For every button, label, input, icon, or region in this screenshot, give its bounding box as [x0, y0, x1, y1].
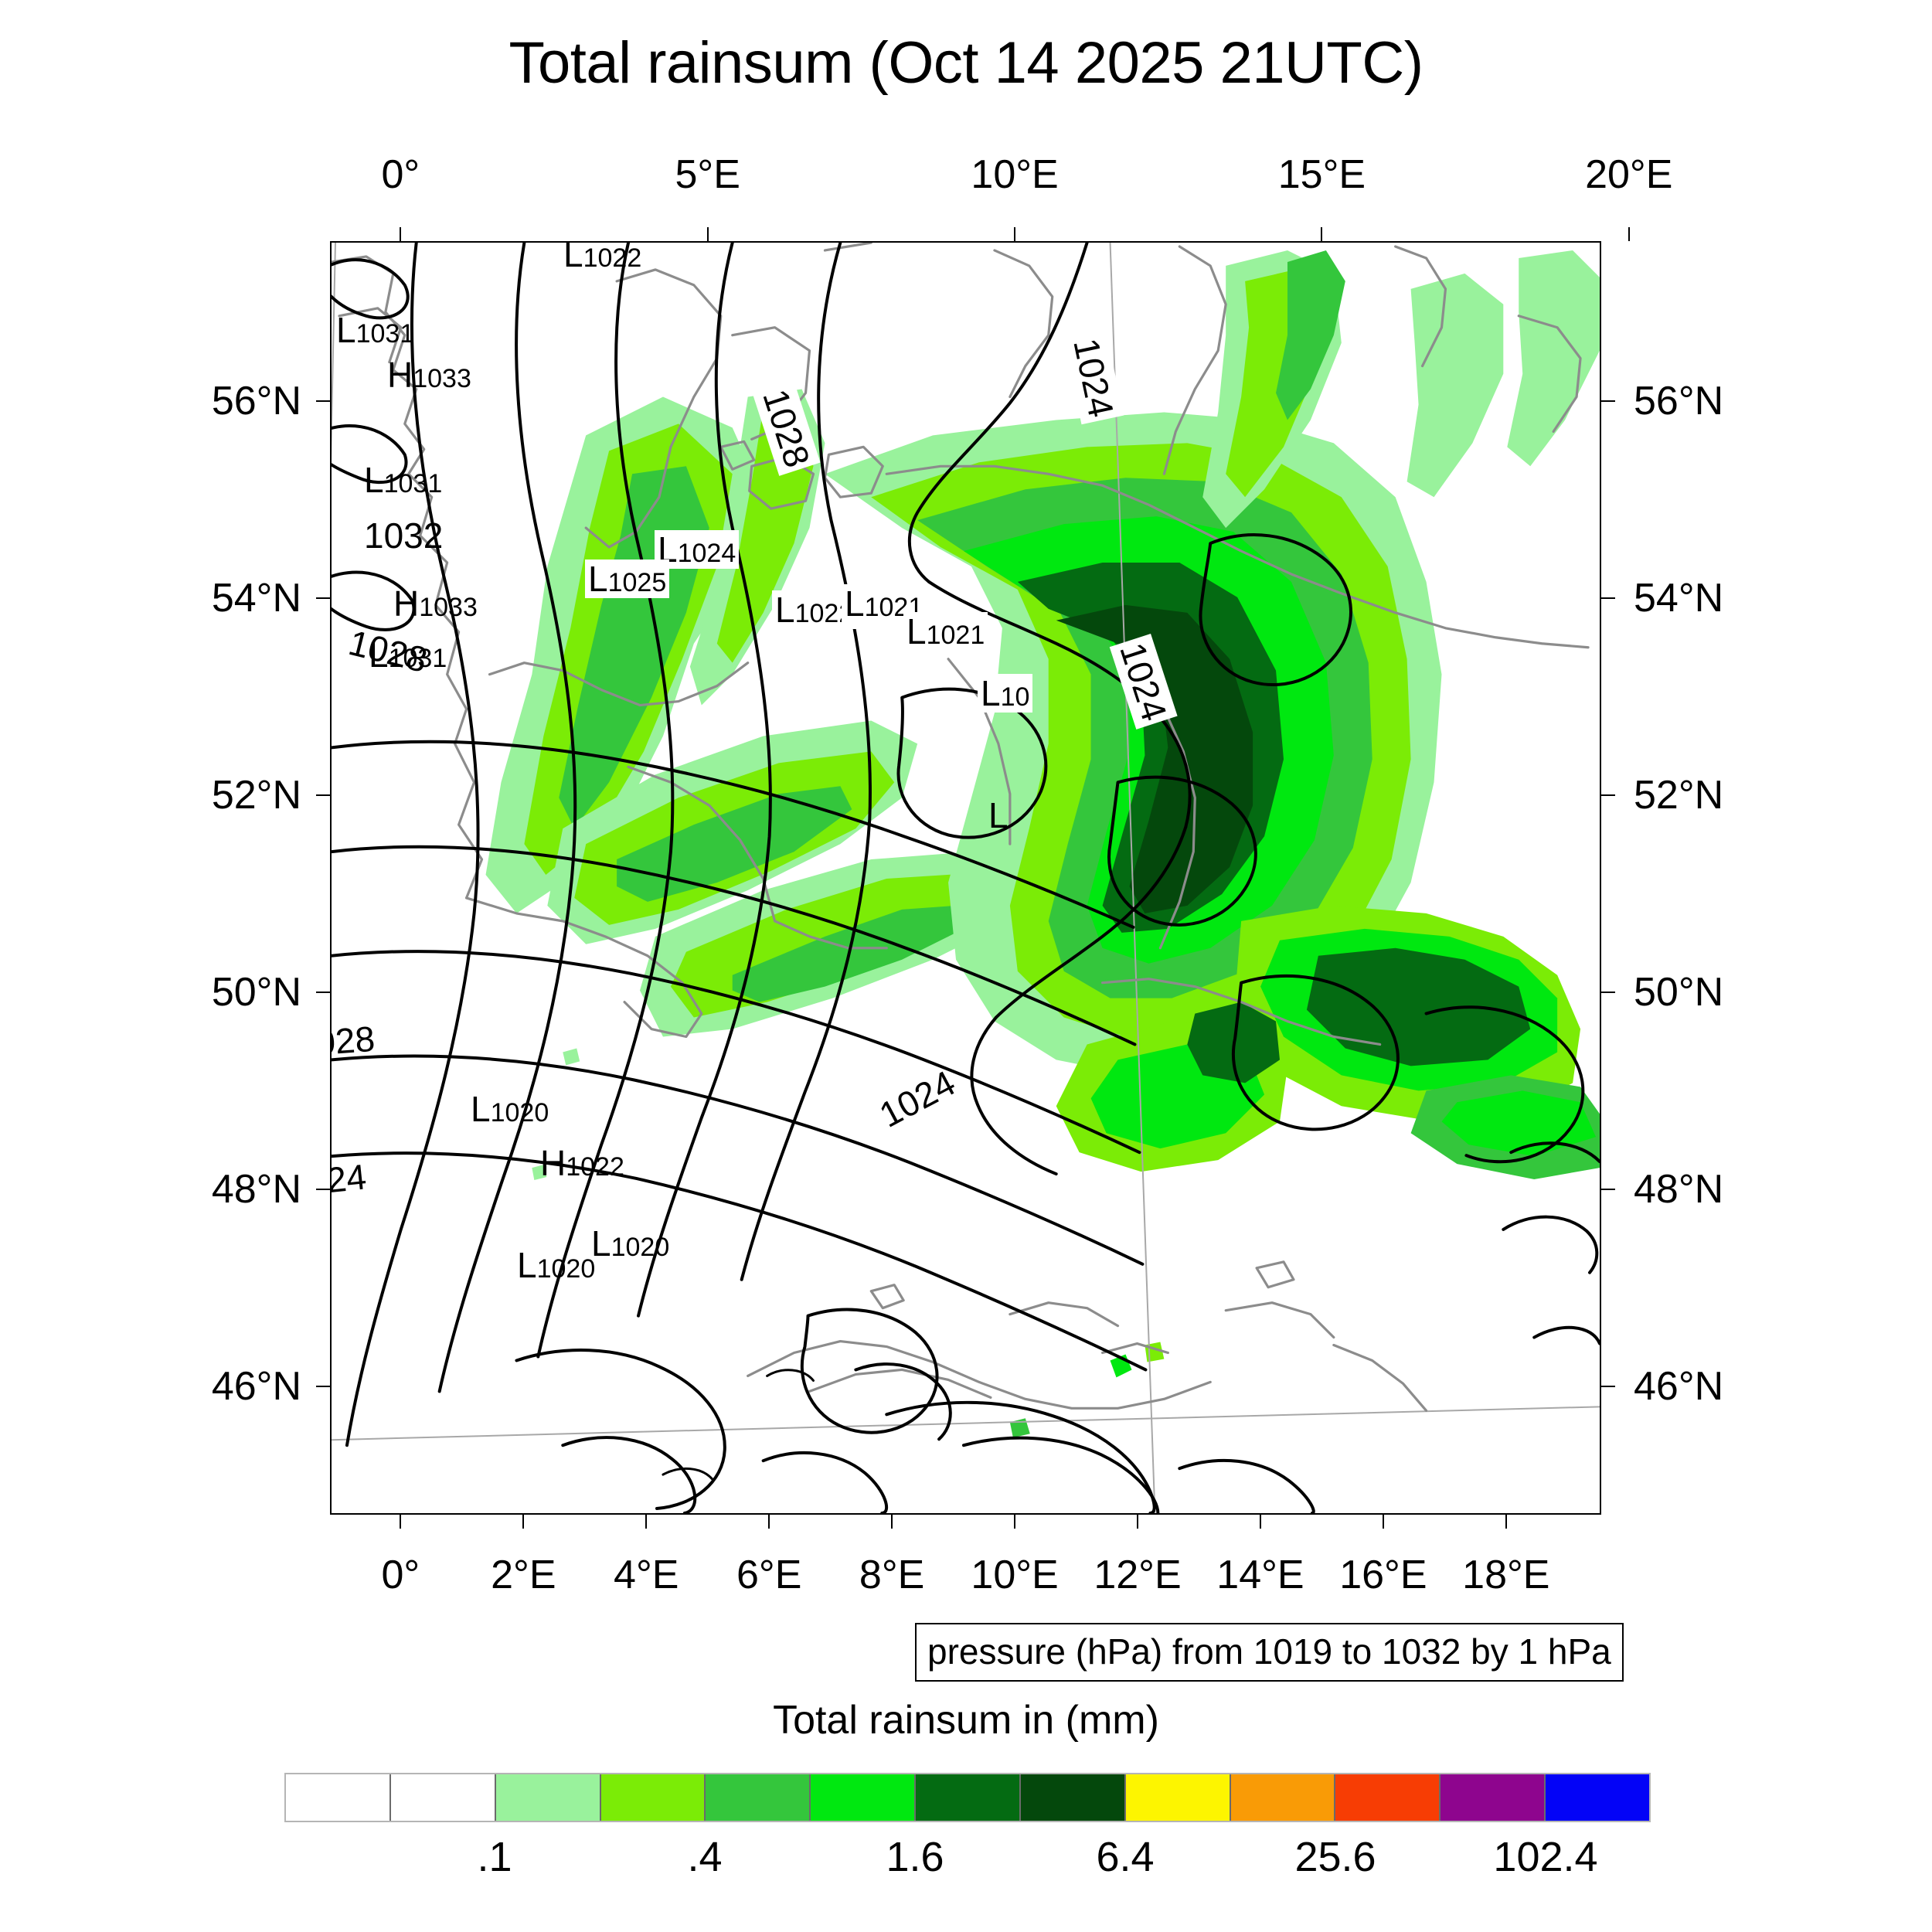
pressure-low-marker: L1031	[369, 634, 447, 675]
lat-tick-label-left: 52°N	[211, 772, 301, 818]
pressure-low-marker-clipped: L10	[978, 674, 1033, 713]
lon-tick-bottom	[768, 1515, 770, 1529]
lat-tick-left	[316, 597, 330, 599]
colorbar-cell[interactable]	[599, 1774, 705, 1821]
colorbar-tick-label: 6.4	[1096, 1834, 1155, 1880]
lat-tick-label-right: 46°N	[1634, 1364, 1724, 1410]
pressure-low-marker: L1031	[364, 460, 443, 500]
colorbar-cell[interactable]	[1019, 1774, 1124, 1821]
lat-tick-label-left: 48°N	[211, 1167, 301, 1213]
colorbar-cell[interactable]	[1124, 1774, 1230, 1821]
lon-tick-label-top: 15°E	[1277, 152, 1366, 197]
lat-tick-left	[316, 1386, 330, 1388]
lat-tick-label-right: 50°N	[1634, 969, 1724, 1015]
lat-tick-right	[1601, 400, 1615, 402]
lon-tick-label-bottom: 10°E	[971, 1553, 1059, 1597]
colorbar-cell[interactable]	[809, 1774, 915, 1821]
lat-tick-left	[316, 400, 330, 402]
lon-tick-top	[706, 227, 709, 241]
isobar-label-1032: 1032	[364, 515, 444, 556]
lon-tick-bottom	[645, 1515, 648, 1529]
lon-tick-bottom	[1382, 1515, 1384, 1529]
pressure-legend-box: pressure (hPa) from 1019 to 1032 by 1 hP…	[915, 1623, 1624, 1682]
colorbar-cell[interactable]	[914, 1774, 1019, 1821]
lon-tick-label-bottom: 4°E	[614, 1553, 679, 1597]
pressure-low-marker: L1025	[585, 560, 670, 598]
colorbar-cell[interactable]	[1229, 1774, 1335, 1821]
colorbar[interactable]	[284, 1773, 1651, 1822]
lon-tick-top	[1321, 227, 1323, 241]
pressure-low-marker: L1031	[336, 310, 415, 350]
pressure-low-marker: L1020	[517, 1245, 596, 1285]
lon-tick-label-bottom: 18°E	[1462, 1553, 1550, 1597]
pressure-low-marker-clipped: L	[988, 795, 1009, 835]
isobar-label-1028-left: 1028	[330, 1018, 376, 1064]
map-svg	[332, 243, 1600, 1513]
lon-tick-label-bottom: 14°E	[1216, 1553, 1304, 1597]
pressure-low-marker: L1021	[903, 612, 988, 651]
lon-tick-label-bottom: 6°E	[736, 1553, 802, 1597]
lon-tick-label-top: 0°	[381, 152, 420, 197]
lon-tick-label-top: 20°E	[1585, 152, 1673, 197]
lat-tick-label-left: 56°N	[211, 378, 301, 423]
colorbar-cell[interactable]	[389, 1774, 495, 1821]
lat-tick-label-left: 50°N	[211, 969, 301, 1015]
colorbar-tick-label: .1	[477, 1834, 512, 1880]
lat-tick-label-right: 54°N	[1634, 575, 1724, 621]
pressure-low-marker: L1020	[471, 1089, 549, 1129]
colorbar-cell[interactable]	[1334, 1774, 1440, 1821]
lat-tick-label-left: 46°N	[211, 1364, 301, 1410]
lat-tick-label-right: 56°N	[1634, 378, 1724, 423]
lat-tick-label-right: 52°N	[1634, 772, 1724, 818]
pressure-low-marker: L1020	[591, 1223, 670, 1264]
graticule	[332, 243, 1600, 1513]
lon-tick-top	[1014, 227, 1016, 241]
lon-tick-label-bottom: 8°E	[859, 1553, 925, 1597]
map-canvas[interactable]: L1031 H1033 1032 L1031 H1033 L1031 L1022…	[330, 241, 1601, 1515]
lat-tick-right	[1601, 991, 1615, 993]
lon-tick-top	[400, 227, 402, 241]
lat-tick-right	[1601, 597, 1615, 599]
lon-tick-label-bottom: 2°E	[491, 1553, 556, 1597]
pressure-high-marker: H1022	[540, 1143, 624, 1183]
pressure-high-marker: H1033	[393, 583, 478, 624]
colorbar-cell[interactable]	[1544, 1774, 1649, 1821]
page-title: Total rainsum (Oct 14 2025 21UTC)	[509, 30, 1423, 96]
lon-tick-label-top: 10°E	[971, 152, 1059, 197]
colorbar-tick-label: .4	[687, 1834, 723, 1880]
lat-tick-label-right: 48°N	[1634, 1167, 1724, 1213]
coastlines	[332, 243, 1590, 1412]
lat-tick-right	[1601, 794, 1615, 796]
lon-tick-bottom	[891, 1515, 893, 1529]
lon-tick-label-bottom: 12°E	[1094, 1553, 1182, 1597]
colorbar-cell[interactable]	[494, 1774, 600, 1821]
lat-tick-right	[1601, 1386, 1615, 1388]
lon-tick-bottom	[1014, 1515, 1016, 1529]
lat-tick-left	[316, 991, 330, 993]
colorbar-tick-labels: .1 .4 1.6 6.4 25.6 102.4	[284, 1833, 1651, 1887]
pressure-low-marker: L1022	[563, 241, 642, 274]
colorbar-cell[interactable]	[1439, 1774, 1545, 1821]
pressure-high-marker: H1033	[387, 355, 471, 395]
lat-tick-left	[316, 794, 330, 796]
lon-tick-bottom	[1137, 1515, 1138, 1529]
colorbar-title: Total rainsum in (mm)	[773, 1698, 1159, 1743]
lat-tick-left	[316, 1189, 330, 1191]
lon-tick-top	[1628, 227, 1630, 241]
lon-tick-bottom	[400, 1515, 402, 1529]
lon-tick-bottom	[522, 1515, 525, 1529]
colorbar-tick-label: 1.6	[886, 1834, 944, 1880]
lon-tick-label-bottom: 16°E	[1339, 1553, 1427, 1597]
isobars	[332, 243, 1600, 1513]
colorbar-cell[interactable]	[704, 1774, 810, 1821]
lon-tick-bottom	[1505, 1515, 1507, 1529]
lat-tick-label-left: 54°N	[211, 575, 301, 621]
lat-tick-right	[1601, 1189, 1615, 1191]
colorbar-tick-label: 25.6	[1294, 1834, 1376, 1880]
lon-tick-label-bottom: 0°	[381, 1553, 420, 1597]
colorbar-tick-label: 102.4	[1493, 1834, 1598, 1880]
lon-tick-bottom	[1259, 1515, 1261, 1529]
lon-tick-label-top: 5°E	[675, 152, 740, 197]
colorbar-cell[interactable]	[286, 1774, 389, 1821]
